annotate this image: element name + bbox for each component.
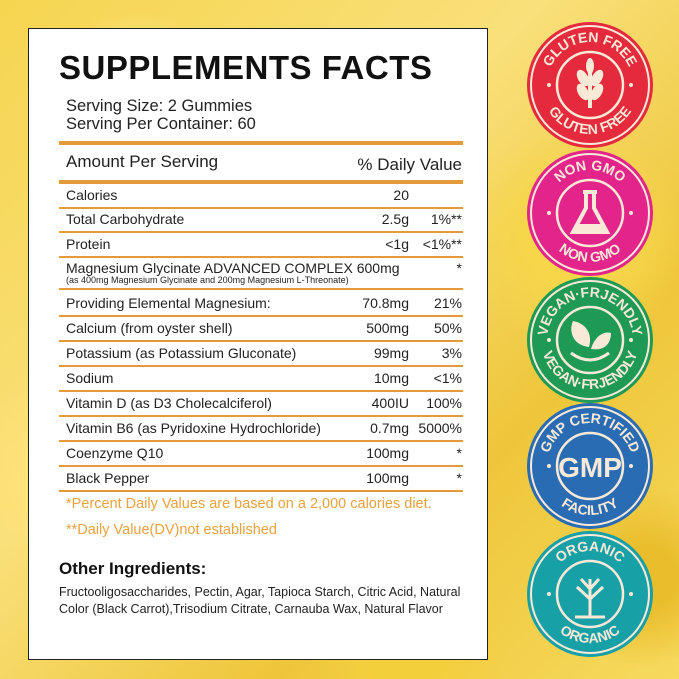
serving-per-container: Serving Per Container: 60 xyxy=(66,115,256,133)
nutrient-row: Total Carbohydrate 2.5g 1%** xyxy=(66,211,462,233)
wheat-icon xyxy=(576,58,604,108)
nutrient-name: Vitamin D (as D3 Cholecalciferol) xyxy=(66,395,272,411)
nutrient-dv: 3% xyxy=(441,345,462,361)
divider xyxy=(59,340,463,342)
nutrient-dv: * xyxy=(456,470,462,486)
divider xyxy=(59,231,463,233)
divider xyxy=(59,288,463,290)
flask-icon xyxy=(569,190,611,234)
badge-plant: ORGANIC ORGANIC xyxy=(525,529,655,659)
nutrient-amount: 70.8mg xyxy=(362,295,409,311)
badge-center-text: GMP xyxy=(558,452,622,483)
divider xyxy=(59,315,463,317)
nutrient-name: Vitamin B6 (as Pyridoxine Hydrochloride) xyxy=(66,420,321,436)
nutrient-amount: 20 xyxy=(393,187,409,203)
other-ingredients-title: Other Ingredients: xyxy=(59,559,207,578)
header-amount: Amount Per Serving xyxy=(66,152,219,171)
divider xyxy=(59,141,463,145)
divider xyxy=(59,207,463,209)
nutrient-dv: 5000% xyxy=(418,420,462,436)
nutrient-amount: 100mg xyxy=(366,470,409,486)
nutrient-dv: <1%** xyxy=(422,236,462,252)
footnote-dv: *Percent Daily Values are based on a 2,0… xyxy=(66,496,432,512)
divider xyxy=(59,390,463,392)
nutrient-amount: 10mg xyxy=(373,370,409,386)
divider xyxy=(59,440,463,442)
nutrient-amount: 400IU xyxy=(371,395,409,411)
nutrient-row: Calcium (from oyster shell) 500mg 50% xyxy=(66,320,462,342)
nutrient-subtext: (as 400mg Magnesium Glycinate and 200mg … xyxy=(66,275,349,285)
supplement-facts-panel: SUPPLEMENTS FACTS Serving Size: 2 Gummie… xyxy=(28,28,488,660)
nutrient-amount: 500mg xyxy=(366,320,409,336)
nutrient-name: Protein xyxy=(66,236,111,252)
nutrient-dv: <1% xyxy=(433,370,462,386)
header-row: Amount Per Serving % Daily Value xyxy=(66,152,462,174)
nutrient-row: Providing Elemental Magnesium: 70.8mg 21% xyxy=(66,295,462,317)
nutrient-name: Black Pepper xyxy=(66,470,150,486)
nutrient-amount: <1g xyxy=(385,236,409,252)
plant-icon xyxy=(575,577,605,619)
nutrient-name: Total Carbohydrate xyxy=(66,211,185,227)
nutrient-row: Black Pepper 100mg * xyxy=(66,470,462,492)
nutrient-row: Calories 20 xyxy=(66,187,462,209)
nutrient-dv: 21% xyxy=(433,295,462,311)
nutrient-dv: 1%** xyxy=(430,211,462,227)
nutrient-row: Magnesium Glycinate ADVANCED COMPLEX 600… xyxy=(66,260,462,285)
divider xyxy=(59,490,463,492)
divider xyxy=(59,256,463,258)
nutrient-name: Providing Elemental Magnesium: xyxy=(66,295,271,311)
nutrient-amount: 99mg xyxy=(373,345,409,361)
nutrient-amount: 2.5g xyxy=(381,211,409,227)
divider xyxy=(59,365,463,367)
nutrient-name: Sodium xyxy=(66,370,114,386)
nutrient-row: Protein <1g <1%** xyxy=(66,236,462,258)
nutrient-name: Calcium (from oyster shell) xyxy=(66,320,233,336)
nutrient-row: Potassium (as Potassium Gluconate) 99mg 3% xyxy=(66,345,462,367)
nutrient-dv: 100% xyxy=(426,395,462,411)
badge-leaves: VEGAN·FRJENDLY VEGAN·FRJENDLY xyxy=(525,275,655,405)
nutrient-name: Magnesium Glycinate ADVANCED COMPLEX 600… xyxy=(66,260,400,276)
nutrient-dv: * xyxy=(456,445,462,461)
footnote-not-established: **Daily Value(DV)not established xyxy=(66,522,277,538)
nutrient-name: Potassium (as Potassium Gluconate) xyxy=(66,345,297,361)
nutrient-amount: 0.7mg xyxy=(370,420,409,436)
nutrient-row: Sodium 10mg <1% xyxy=(66,370,462,392)
other-ingredients-text: Fructooligosaccharides, Pectin, Agar, Ta… xyxy=(59,585,461,616)
nutrient-row: Vitamin D (as D3 Cholecalciferol) 400IU 10… xyxy=(66,395,462,417)
leaves-icon xyxy=(570,321,611,362)
divider xyxy=(59,465,463,467)
nutrient-dv: * xyxy=(456,260,462,276)
divider xyxy=(59,415,463,417)
divider xyxy=(59,180,463,184)
nutrient-name: Coenzyme Q10 xyxy=(66,445,164,461)
label-title: SUPPLEMENTS FACTS xyxy=(59,49,433,86)
nutrient-row: Coenzyme Q10 100mg * xyxy=(66,445,462,467)
badge-wheat: GLUTEN FREE GLUTEN FREE xyxy=(525,20,655,150)
serving-size: Serving Size: 2 Gummies xyxy=(66,97,253,115)
nutrient-row: Vitamin B6 (as Pyridoxine Hydrochloride)… xyxy=(66,420,462,442)
badge-flask: NON GMO NON GMO xyxy=(525,148,655,278)
header-dv: % Daily Value xyxy=(357,155,462,174)
nutrient-dv: 50% xyxy=(433,320,462,336)
badge-gmp: GMP CERTIFIED FACILITY GMP xyxy=(525,401,655,531)
nutrient-name: Calories xyxy=(66,187,118,203)
nutrient-amount: 100mg xyxy=(366,445,409,461)
